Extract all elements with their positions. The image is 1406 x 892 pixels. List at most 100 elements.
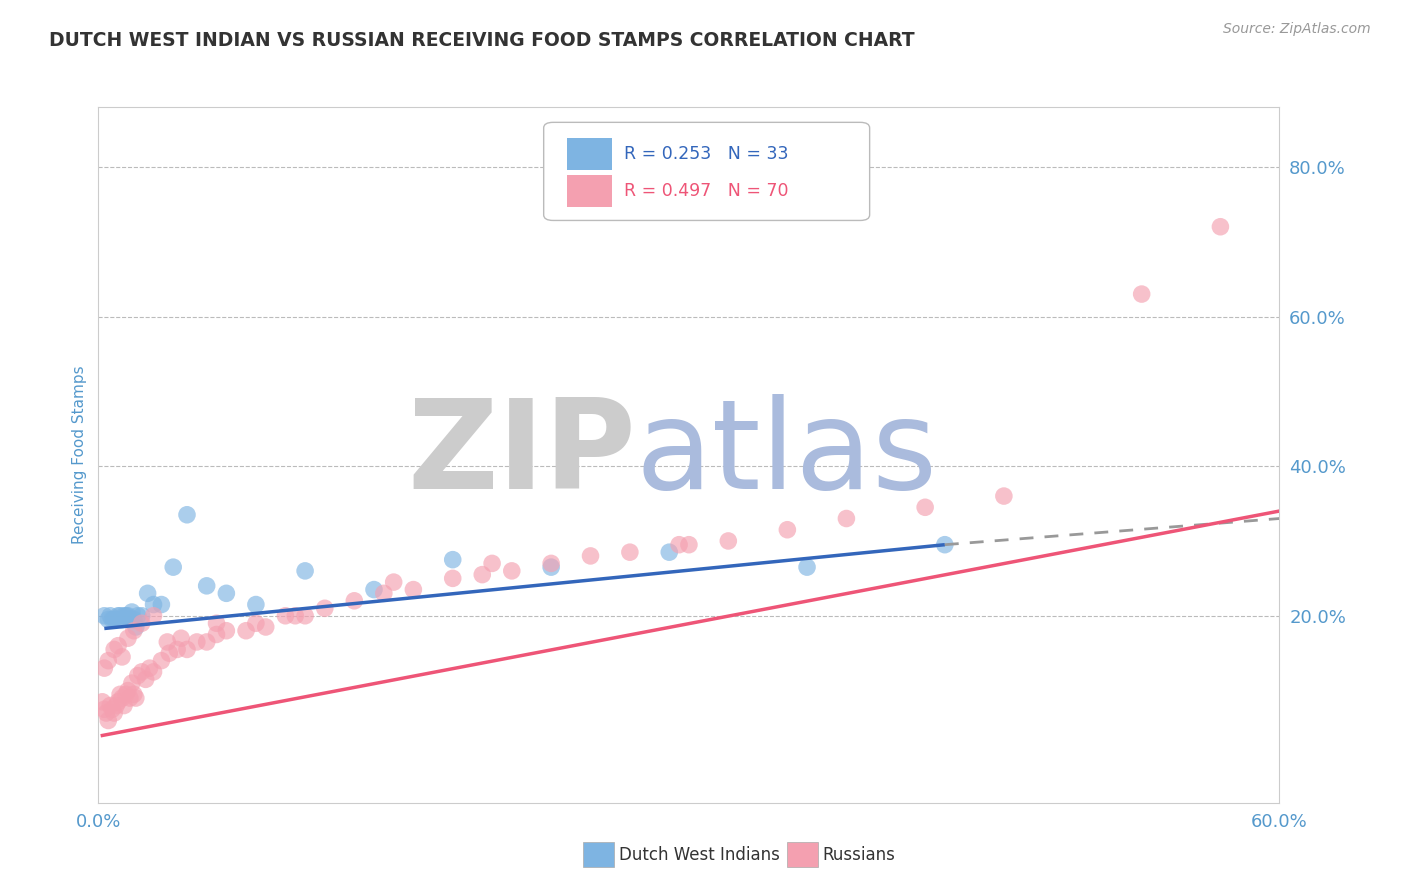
Point xyxy=(1209,219,1232,234)
Point xyxy=(373,586,395,600)
Point xyxy=(835,511,858,525)
Point xyxy=(103,706,125,720)
Point xyxy=(441,571,464,585)
Point xyxy=(314,601,336,615)
Point xyxy=(294,608,316,623)
Point xyxy=(170,631,193,645)
Point xyxy=(776,523,799,537)
Point xyxy=(471,567,494,582)
Point xyxy=(150,598,173,612)
Point xyxy=(142,598,165,612)
Point xyxy=(111,613,134,627)
Point xyxy=(176,642,198,657)
Point xyxy=(103,613,125,627)
Point xyxy=(96,706,118,720)
Point xyxy=(235,624,257,638)
Point xyxy=(176,508,198,522)
Text: Dutch West Indians: Dutch West Indians xyxy=(619,846,779,863)
Point xyxy=(111,691,134,706)
Point xyxy=(117,608,139,623)
Point xyxy=(934,538,956,552)
Point xyxy=(579,549,602,563)
Point xyxy=(115,608,138,623)
Text: R = 0.253   N = 33: R = 0.253 N = 33 xyxy=(624,145,789,163)
Point xyxy=(186,635,208,649)
Point xyxy=(540,560,562,574)
Point xyxy=(540,557,562,571)
Point xyxy=(195,579,218,593)
Point xyxy=(166,642,188,657)
Point xyxy=(215,586,238,600)
Point xyxy=(668,538,690,552)
Bar xyxy=(567,175,612,207)
Point xyxy=(658,545,681,559)
Point xyxy=(382,575,405,590)
Point xyxy=(107,608,129,623)
Point xyxy=(107,639,129,653)
Point xyxy=(121,605,143,619)
Point xyxy=(162,560,184,574)
Point xyxy=(157,646,180,660)
Point xyxy=(118,691,141,706)
Point xyxy=(142,665,165,679)
Point xyxy=(274,608,297,623)
Point xyxy=(108,608,131,623)
Point xyxy=(112,608,135,623)
Point xyxy=(402,582,425,597)
Point xyxy=(343,594,366,608)
Text: ZIP: ZIP xyxy=(408,394,636,516)
Point xyxy=(122,687,145,701)
Point xyxy=(914,500,936,515)
Point xyxy=(1130,287,1153,301)
Point xyxy=(156,635,179,649)
Point xyxy=(127,608,149,623)
Point xyxy=(93,661,115,675)
Point xyxy=(131,665,153,679)
Point xyxy=(122,613,145,627)
Point xyxy=(103,642,125,657)
Point xyxy=(93,608,115,623)
Point xyxy=(101,702,124,716)
Point xyxy=(501,564,523,578)
Point xyxy=(117,631,139,645)
FancyBboxPatch shape xyxy=(544,122,870,220)
Point xyxy=(717,533,740,548)
Point xyxy=(127,668,149,682)
Point xyxy=(294,564,316,578)
Point xyxy=(98,698,121,713)
Bar xyxy=(567,138,612,169)
Point xyxy=(215,624,238,638)
Text: Source: ZipAtlas.com: Source: ZipAtlas.com xyxy=(1223,22,1371,37)
Point xyxy=(97,654,120,668)
Point xyxy=(121,676,143,690)
Point xyxy=(441,552,464,566)
Point xyxy=(112,698,135,713)
Text: R = 0.497   N = 70: R = 0.497 N = 70 xyxy=(624,182,789,200)
Point xyxy=(136,586,159,600)
Point xyxy=(254,620,277,634)
Text: Russians: Russians xyxy=(823,846,896,863)
Point xyxy=(101,613,124,627)
Point xyxy=(97,613,120,627)
Point xyxy=(93,702,115,716)
Point xyxy=(796,560,818,574)
Y-axis label: Receiving Food Stamps: Receiving Food Stamps xyxy=(72,366,87,544)
Point xyxy=(205,616,228,631)
Point xyxy=(481,557,503,571)
Point xyxy=(125,620,148,634)
Point xyxy=(135,673,157,687)
Point xyxy=(363,582,385,597)
Point xyxy=(117,683,139,698)
Point xyxy=(115,687,138,701)
Text: atlas: atlas xyxy=(636,394,938,516)
Point xyxy=(195,635,218,649)
Point xyxy=(118,613,141,627)
Point xyxy=(122,624,145,638)
Point xyxy=(142,608,165,623)
Point xyxy=(678,538,700,552)
Text: DUTCH WEST INDIAN VS RUSSIAN RECEIVING FOOD STAMPS CORRELATION CHART: DUTCH WEST INDIAN VS RUSSIAN RECEIVING F… xyxy=(49,31,915,50)
Point xyxy=(619,545,641,559)
Point xyxy=(97,714,120,728)
Point xyxy=(245,598,267,612)
Point xyxy=(105,698,128,713)
